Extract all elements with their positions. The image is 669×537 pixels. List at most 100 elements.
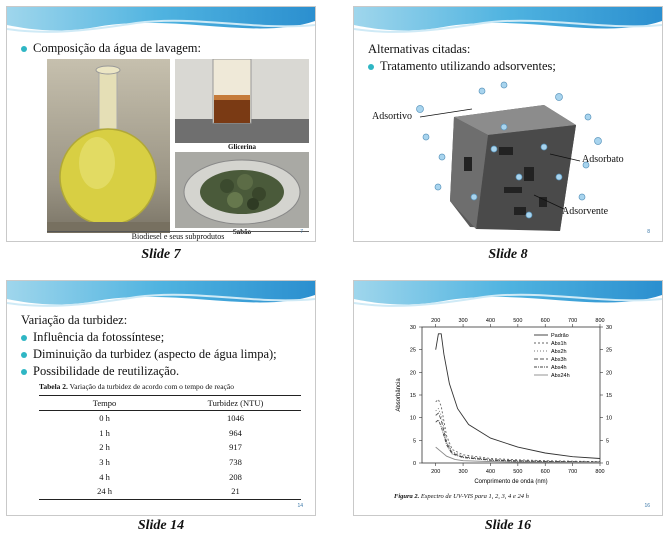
table-cell-tempo: 1 h xyxy=(99,427,110,438)
x-tick-label-top: 400 xyxy=(486,318,495,324)
x-tick-label: 600 xyxy=(541,469,550,475)
y-tick-label: 15 xyxy=(410,393,416,399)
uv-vis-chart: 2002003003004004005005006006007007008008… xyxy=(396,318,612,485)
y-tick-label-right: 0 xyxy=(606,461,609,467)
table-row: 1 h 964 xyxy=(39,426,301,441)
legend-label: Padrão xyxy=(551,333,569,339)
table-row: 4 h 208 xyxy=(39,469,301,484)
legend-label: Abs24h xyxy=(551,373,570,379)
page-number: 14 xyxy=(297,503,303,509)
label-adsorvente: Adsorvente xyxy=(562,206,609,217)
y-tick-label: 25 xyxy=(410,348,416,354)
bullet-dot xyxy=(21,351,27,358)
table-row: 0 h 1046 xyxy=(39,411,301,426)
slide-header-wave xyxy=(354,7,662,41)
figure-caption: Figura 2. Espectro de UV-VIS para 1, 2, … xyxy=(394,493,529,500)
y-axis-label: Absorbância xyxy=(396,378,402,412)
page-number: 7 xyxy=(300,229,303,235)
glycerin-label: Glicerina xyxy=(228,143,256,151)
x-tick-label: 700 xyxy=(568,469,577,475)
x-tick-label-top: 600 xyxy=(541,318,550,324)
slide-header-wave xyxy=(7,281,315,315)
y-tick-label-right: 15 xyxy=(606,393,612,399)
page-number: 8 xyxy=(647,229,650,235)
bullet-dot xyxy=(21,334,27,341)
table-cell-turbidez: 738 xyxy=(229,457,242,468)
flask-photo xyxy=(47,59,170,233)
y-tick-label: 20 xyxy=(410,370,416,376)
legend-label: Abs1h xyxy=(551,341,567,347)
y-tick-label-right: 5 xyxy=(606,438,609,444)
adsorbent-cube-illustration xyxy=(416,81,602,231)
slide-7-footer: Biodiesel e seus subprodutos xyxy=(131,232,225,241)
series-line-abs2h xyxy=(435,407,601,463)
y-tick-label-right: 10 xyxy=(606,416,612,422)
bullet-dot xyxy=(21,45,27,52)
table-cell-tempo: 24 h xyxy=(39,483,170,500)
slide-8-heading: Alternativas citadas: xyxy=(368,42,471,56)
y-tick-label: 5 xyxy=(413,438,416,444)
x-axis-label: Comprimento de onda (nm) xyxy=(474,479,547,485)
soap-label: Sabão xyxy=(232,228,252,236)
series-line-abs4h xyxy=(435,419,601,463)
series-line-abs24h xyxy=(435,446,600,463)
table-header-turbidez: Turbidez (NTU) xyxy=(170,395,301,411)
table-cell-tempo: 3 h xyxy=(99,457,110,468)
x-tick-label-top: 700 xyxy=(568,318,577,324)
table-cell-turbidez: 917 xyxy=(229,442,242,453)
slide-7-footer-line xyxy=(47,231,309,232)
table-cell-turbidez: 21 xyxy=(170,483,301,500)
slide-8-caption: Slide 8 xyxy=(488,247,528,262)
x-tick-label: 400 xyxy=(486,469,495,475)
slide-8: Alternativas citadas: Tratamento utiliza… xyxy=(353,6,663,242)
page-number: 16 xyxy=(644,503,650,509)
x-tick-label: 500 xyxy=(513,469,522,475)
bullet-dot xyxy=(21,368,27,375)
slide-14-caption: Slide 14 xyxy=(137,518,185,533)
y-tick-label-right: 25 xyxy=(606,348,612,354)
table-cell-tempo: 2 h xyxy=(99,442,110,453)
slide-7: Composição da água de lavagem: Glicerina xyxy=(6,6,316,242)
table-cell-tempo: 0 h xyxy=(99,413,110,424)
slide-header-wave xyxy=(7,7,315,41)
label-adsorbato: Adsorbato xyxy=(582,154,624,165)
soap-photo xyxy=(175,152,309,228)
slide-14-bullet-2: Diminuição da turbidez (aspecto de água … xyxy=(21,347,277,362)
slide-7-bullet: Composição da água de lavagem: xyxy=(21,41,201,56)
table-cell-turbidez: 1046 xyxy=(227,413,244,424)
bullet-dot xyxy=(368,63,374,70)
table-row: 3 h 738 xyxy=(39,455,301,470)
table-cell-turbidez: 964 xyxy=(229,427,242,438)
x-tick-label: 800 xyxy=(595,469,604,475)
x-tick-label-top: 800 xyxy=(595,318,604,324)
x-tick-label-top: 200 xyxy=(431,318,440,324)
series-line-padrão xyxy=(435,333,601,459)
table-cell-tempo: 4 h xyxy=(99,471,110,482)
table-row: 24 h 21 xyxy=(39,483,301,500)
legend-label: Abs3h xyxy=(551,357,567,363)
x-tick-label-top: 500 xyxy=(513,318,522,324)
label-adsortivo: Adsortivo xyxy=(372,111,412,122)
slide-14-bullet-3: Possibilidade de reutilização. xyxy=(21,364,179,379)
slide-14: Variação da turbidez: Influência da foto… xyxy=(6,280,316,516)
plot-frame xyxy=(421,326,601,464)
table-cell-turbidez: 208 xyxy=(229,471,242,482)
x-tick-label: 200 xyxy=(431,469,440,475)
table-row: 2 h 917 xyxy=(39,440,301,455)
legend-label: Abs2h xyxy=(551,349,567,355)
slide-16-caption: Slide 16 xyxy=(484,518,532,533)
slide-14-bullet-1: Influência da fotossíntese; xyxy=(21,330,164,345)
slide-14-heading: Variação da turbidez: xyxy=(21,313,128,327)
turbidity-table: Tempo Turbidez (NTU) 0 h 1046 1 h 964 2 h 917… xyxy=(39,395,301,500)
y-tick-label-right: 20 xyxy=(606,370,612,376)
slide-16: 200 200 300 300 400 400 500 500 600 600 700 700 800 8… xyxy=(353,280,663,516)
glycerin-photo xyxy=(175,59,309,143)
table-caption: Tabela 2. Variação da turbidez de acordo… xyxy=(39,382,234,391)
table-header-tempo: Tempo xyxy=(39,395,170,411)
series-line-abs3h xyxy=(435,412,601,463)
slide-8-bullet: Tratamento utilizando adsorventes; xyxy=(368,59,556,74)
y-tick-label-right: 30 xyxy=(606,325,612,331)
y-tick-label: 0 xyxy=(413,461,416,467)
x-tick-label-top: 300 xyxy=(458,318,467,324)
legend-label: Abs4h xyxy=(551,365,567,371)
